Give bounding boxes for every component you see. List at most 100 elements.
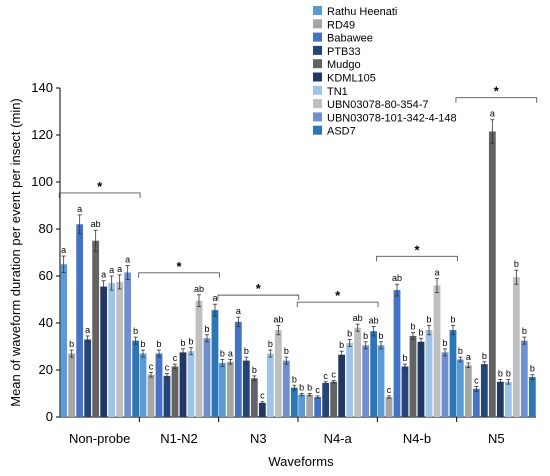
bar xyxy=(385,397,393,417)
significance-letter: b xyxy=(450,314,455,324)
y-tick-label: 140 xyxy=(31,80,53,95)
significance-star: * xyxy=(97,179,103,194)
bar xyxy=(354,327,362,417)
bar xyxy=(377,345,385,417)
significance-letter: c xyxy=(149,361,154,371)
legend-label: ASD7 xyxy=(327,126,356,138)
significance-letter: a xyxy=(101,270,106,280)
bar xyxy=(124,272,132,417)
bar xyxy=(456,359,464,417)
legend-label: UBN03078-80-354-7 xyxy=(327,99,429,111)
legend-label: UBN03078-101-342-4-148 xyxy=(327,112,457,124)
bar xyxy=(163,375,171,417)
bar xyxy=(464,365,472,417)
bar xyxy=(203,338,211,417)
significance-letter: b xyxy=(188,337,193,347)
legend-label: Rathu Heenati xyxy=(327,6,397,18)
bar xyxy=(195,300,203,417)
y-axis-title: Mean of waveform duration per event per … xyxy=(8,98,23,407)
bar xyxy=(234,321,242,417)
bar xyxy=(179,352,187,417)
significance-letter: a xyxy=(109,265,114,275)
legend-swatch xyxy=(313,125,322,135)
significance-letter: b xyxy=(133,326,138,336)
significance-letter: ab xyxy=(273,314,283,324)
significance-letter: a xyxy=(434,267,439,277)
significance-letter: b xyxy=(284,346,289,356)
bar xyxy=(84,339,92,417)
significance-letter: b xyxy=(482,351,487,361)
bar xyxy=(433,285,441,417)
significance-letter: b xyxy=(220,348,225,358)
bar xyxy=(322,382,330,417)
y-tick-label: 0 xyxy=(46,409,53,424)
x-tick-label: N4-a xyxy=(324,431,353,446)
significance-letter: a xyxy=(228,348,233,358)
significance-letter: b xyxy=(506,368,511,378)
significance-letter: b xyxy=(402,353,407,363)
bar xyxy=(480,364,488,417)
bar xyxy=(338,354,346,417)
significance-letter: b xyxy=(140,339,145,349)
bar xyxy=(155,353,163,417)
significance-bracket xyxy=(138,272,220,278)
significance-letter: b xyxy=(514,259,519,269)
bar xyxy=(306,394,314,417)
significance-letter: b xyxy=(410,321,415,331)
significance-letter: a xyxy=(77,204,82,214)
y-tick-label: 60 xyxy=(39,268,53,283)
significance-letter: b xyxy=(307,383,312,393)
significance-letter: b xyxy=(339,340,344,350)
significance-bracket xyxy=(58,192,141,198)
y-tick-label: 100 xyxy=(31,174,53,189)
bar xyxy=(393,290,401,417)
significance-star: * xyxy=(256,281,262,296)
legend-swatch xyxy=(313,85,322,95)
bar xyxy=(417,341,425,417)
legend-label: PTB33 xyxy=(327,46,361,58)
bar xyxy=(132,340,140,417)
bar xyxy=(290,387,298,417)
significance-star: * xyxy=(176,259,182,274)
bar xyxy=(171,366,179,417)
significance-letter: b xyxy=(442,338,447,348)
significance-letter: b xyxy=(244,346,249,356)
significance-bracket xyxy=(376,255,458,262)
significance-letter: c xyxy=(315,385,320,395)
significance-letter: b xyxy=(204,324,209,334)
bar xyxy=(226,361,234,417)
y-tick-label: 20 xyxy=(39,362,53,377)
significance-letter: c xyxy=(387,385,392,395)
significance-letter: a xyxy=(236,306,241,316)
significance-letter: a xyxy=(61,245,66,255)
bar xyxy=(346,342,354,417)
significance-letter: c xyxy=(331,370,336,380)
bar xyxy=(401,366,409,417)
bar xyxy=(472,388,480,417)
bar xyxy=(425,330,433,417)
significance-letter: b xyxy=(156,339,161,349)
x-tick-label: N4-b xyxy=(403,431,431,446)
bar xyxy=(488,131,496,417)
significance-letter: a xyxy=(466,352,471,362)
bar xyxy=(504,381,512,417)
bar xyxy=(314,397,322,417)
significance-letter: c xyxy=(474,375,479,385)
x-tick-label: N3 xyxy=(250,431,267,446)
significance-letter: ab xyxy=(353,313,363,323)
significance-letter: a xyxy=(212,293,217,303)
legend-swatch xyxy=(313,112,322,122)
legend-swatch xyxy=(313,19,322,29)
significance-letter: c xyxy=(323,371,328,381)
significance-bracket xyxy=(296,301,379,308)
significance-letter: ab xyxy=(392,273,402,283)
significance-letter: c xyxy=(173,353,178,363)
significance-letter: b xyxy=(363,331,368,341)
significance-letter: b xyxy=(530,364,535,374)
significance-letter: ab xyxy=(91,219,101,229)
legend-swatch xyxy=(313,59,322,69)
bar xyxy=(520,340,528,417)
legend-swatch xyxy=(313,32,322,42)
legend-label: Babawee xyxy=(327,33,373,45)
significance-letter: a xyxy=(117,264,122,274)
